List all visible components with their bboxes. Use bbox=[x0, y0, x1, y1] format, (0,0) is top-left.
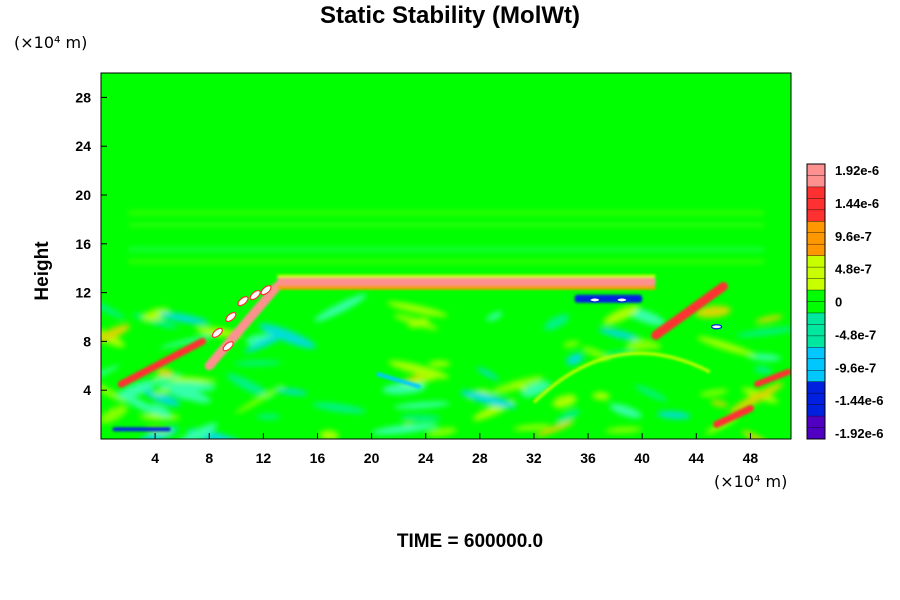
x-tick-label: 8 bbox=[205, 450, 213, 466]
colorbar-segment bbox=[807, 290, 825, 302]
saturated-spots bbox=[211, 285, 723, 352]
colorbar-segment bbox=[807, 255, 825, 268]
colorbar-segment bbox=[807, 267, 825, 280]
x-tick-label: 36 bbox=[580, 450, 596, 466]
x-tick-label: 28 bbox=[472, 450, 488, 466]
colorbar-label: -9.6e-7 bbox=[835, 360, 876, 375]
turbulence-texture bbox=[101, 211, 791, 439]
x-tick-label: 24 bbox=[418, 450, 434, 466]
colorbar-segment bbox=[807, 404, 825, 417]
colorbar-segment bbox=[807, 312, 825, 325]
arc-band bbox=[532, 351, 711, 404]
plot-area bbox=[100, 72, 792, 440]
right-edge-band bbox=[754, 368, 791, 388]
x-tick-label: 40 bbox=[634, 450, 650, 466]
colorbar-segment bbox=[807, 358, 825, 371]
colorbar-segment bbox=[807, 301, 825, 314]
y-axis: 4 8 12 16 20 24 28 bbox=[75, 89, 107, 398]
feature-4 bbox=[574, 294, 643, 303]
colorbar-label: -1.44e-6 bbox=[835, 393, 883, 408]
colorbar-segment bbox=[807, 198, 825, 211]
feature-1 bbox=[276, 277, 656, 286]
y-tick-label: 20 bbox=[75, 187, 91, 203]
y-tick-label: 28 bbox=[75, 89, 91, 105]
x-tick-label: 20 bbox=[364, 450, 380, 466]
y-tick-label: 8 bbox=[83, 333, 91, 349]
x-axis-unit: (×10⁴ m) bbox=[714, 472, 788, 491]
time-label: TIME = 600000.0 bbox=[396, 531, 544, 552]
colorbar-segment bbox=[807, 278, 825, 291]
colorbar-label: -4.8e-7 bbox=[835, 327, 876, 342]
left-diagonal-band bbox=[117, 337, 206, 388]
colorbar-segment bbox=[807, 335, 825, 348]
x-tick-label: 12 bbox=[256, 450, 272, 466]
colorbar-label: -1.92e-6 bbox=[835, 426, 883, 441]
colorbar-segment bbox=[807, 186, 825, 199]
colorbar-segment bbox=[807, 324, 825, 337]
colorbar-segment bbox=[807, 175, 825, 188]
x-tick-label: 16 bbox=[310, 450, 326, 466]
ridge-lower-edge bbox=[276, 285, 656, 290]
feature-3 bbox=[651, 282, 728, 340]
colorbar-label: 9.6e-7 bbox=[835, 229, 872, 244]
lower-right-band bbox=[713, 405, 754, 428]
colorbar: 1.92e-6 1.44e-6 9.6e-7 4.8e-7 0 -4.8e-7 -9.6e-… bbox=[806, 163, 883, 441]
cool-streak bbox=[376, 372, 421, 389]
x-tick-label: 44 bbox=[689, 450, 705, 466]
colorbar-segment bbox=[807, 164, 825, 176]
x-tick-label: 4 bbox=[151, 450, 159, 466]
x-tick-label: 32 bbox=[526, 450, 542, 466]
x-axis: 4 8 12 16 20 24 28 32 36 40 44 48 bbox=[151, 433, 758, 466]
y-tick-label: 4 bbox=[83, 382, 91, 398]
y-axis-unit: (×10⁴ m) bbox=[14, 33, 88, 52]
colorbar-segment bbox=[807, 416, 825, 429]
y-tick-label: 24 bbox=[75, 138, 91, 154]
x-tick-label: 48 bbox=[743, 450, 759, 466]
colorbar-segment bbox=[807, 381, 825, 394]
chart-title: Static Stability (MolWt) bbox=[320, 2, 580, 29]
colorbar-label: 0 bbox=[835, 295, 842, 310]
colorbar-segment bbox=[807, 393, 825, 406]
colorbar-segment bbox=[807, 427, 825, 440]
y-tick-label: 16 bbox=[75, 236, 91, 252]
feature-layer bbox=[112, 274, 791, 432]
colorbar-segment bbox=[807, 370, 825, 383]
colorbar-label: 4.8e-7 bbox=[835, 262, 872, 277]
colorbar-segment bbox=[807, 221, 825, 234]
colorbar-label: 1.44e-6 bbox=[835, 196, 879, 211]
colorbar-frame bbox=[806, 163, 826, 440]
ridge-upper-edge bbox=[276, 274, 656, 278]
feature-2 bbox=[204, 282, 282, 371]
colorbar-segment bbox=[807, 232, 825, 245]
plot-frame bbox=[100, 72, 792, 440]
colorbar-segment bbox=[807, 209, 825, 222]
colorbar-segment bbox=[807, 347, 825, 360]
colorbar-label: 1.92e-6 bbox=[835, 163, 879, 178]
y-tick-label: 12 bbox=[75, 285, 91, 301]
colorbar-segment bbox=[807, 244, 825, 257]
